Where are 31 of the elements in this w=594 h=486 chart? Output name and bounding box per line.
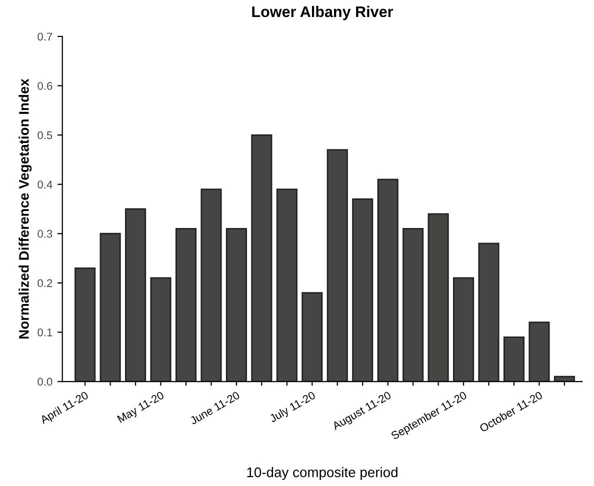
bar <box>226 228 247 382</box>
bar <box>428 213 449 382</box>
y-tick-label: 0.0 <box>38 378 52 386</box>
bar <box>200 188 222 382</box>
bar <box>352 198 374 382</box>
bar <box>302 292 323 382</box>
bar <box>478 242 500 382</box>
x-axis-title: 10-day composite period <box>247 467 398 480</box>
bar <box>503 336 525 382</box>
chart-title: Lower Albany River <box>252 6 394 20</box>
bar <box>251 134 272 382</box>
y-tick-label: 0.4 <box>38 180 52 188</box>
bar <box>175 228 197 382</box>
bar <box>74 267 96 382</box>
bar <box>125 208 146 382</box>
bar <box>554 376 575 382</box>
bar <box>377 178 398 382</box>
y-tick-label: 0.3 <box>38 230 52 238</box>
bar <box>453 277 474 382</box>
y-tick-label: 0.2 <box>38 279 52 288</box>
y-axis-title: Normalized Difference Vegetation Index <box>18 78 32 338</box>
bar <box>276 188 298 382</box>
bar <box>150 277 172 382</box>
bar <box>402 228 424 382</box>
y-tick-label: 0.1 <box>38 328 52 336</box>
y-tick-label: 0.5 <box>38 131 52 140</box>
bar <box>326 149 348 382</box>
y-tick-label: 0.6 <box>38 82 52 90</box>
bar <box>528 322 550 382</box>
bar <box>100 232 121 382</box>
y-tick-label: 0.7 <box>38 32 52 41</box>
